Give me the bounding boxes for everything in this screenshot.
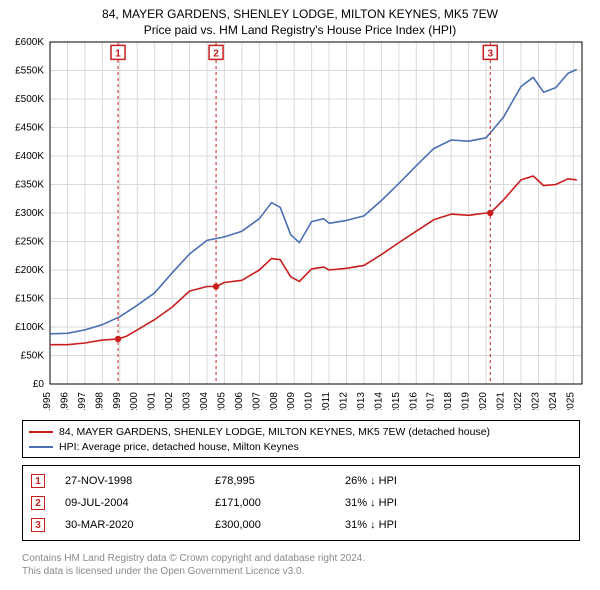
svg-text:2022: 2022 bbox=[513, 392, 524, 410]
svg-text:£200K: £200K bbox=[15, 265, 44, 276]
svg-text:2007: 2007 bbox=[251, 392, 262, 410]
svg-text:3: 3 bbox=[487, 48, 493, 59]
event-delta: 26% ↓ HPI bbox=[345, 475, 571, 487]
svg-text:£600K: £600K bbox=[15, 37, 44, 48]
svg-text:1999: 1999 bbox=[112, 392, 123, 410]
svg-text:2016: 2016 bbox=[408, 392, 419, 410]
event-row: 3 30-MAR-2020£300,00031% ↓ HPI bbox=[31, 514, 571, 536]
svg-text:2025: 2025 bbox=[565, 392, 576, 410]
events-table: 1 27-NOV-1998£78,99526% ↓ HPI 2 09-JUL-2004… bbox=[22, 465, 580, 541]
svg-text:1997: 1997 bbox=[77, 392, 88, 410]
legend-swatch bbox=[29, 446, 53, 448]
event-date: 27-NOV-1998 bbox=[65, 475, 215, 487]
svg-text:£300K: £300K bbox=[15, 208, 44, 219]
svg-text:2003: 2003 bbox=[182, 392, 193, 410]
svg-text:2001: 2001 bbox=[147, 392, 158, 410]
svg-text:£150K: £150K bbox=[15, 294, 44, 305]
svg-text:2024: 2024 bbox=[548, 392, 559, 410]
svg-text:1998: 1998 bbox=[94, 392, 105, 410]
svg-text:2014: 2014 bbox=[373, 392, 384, 410]
svg-text:2018: 2018 bbox=[443, 392, 454, 410]
event-marker: 3 bbox=[31, 518, 45, 532]
svg-text:2000: 2000 bbox=[129, 392, 140, 410]
legend-label: HPI: Average price, detached house, Milt… bbox=[59, 441, 299, 453]
svg-text:2013: 2013 bbox=[356, 392, 367, 410]
svg-text:2004: 2004 bbox=[199, 392, 210, 410]
svg-text:2023: 2023 bbox=[530, 392, 541, 410]
svg-text:2002: 2002 bbox=[164, 392, 175, 410]
svg-text:2005: 2005 bbox=[216, 392, 227, 410]
footer-attribution: Contains HM Land Registry data © Crown c… bbox=[22, 552, 365, 578]
legend-label: 84, MAYER GARDENS, SHENLEY LODGE, MILTON… bbox=[59, 426, 490, 438]
footer-line-2: This data is licensed under the Open Gov… bbox=[22, 565, 365, 578]
svg-text:2019: 2019 bbox=[461, 392, 472, 410]
legend-swatch bbox=[29, 431, 53, 433]
svg-text:2009: 2009 bbox=[286, 392, 297, 410]
event-date: 30-MAR-2020 bbox=[65, 519, 215, 531]
svg-text:£0: £0 bbox=[33, 379, 45, 390]
legend-item: 84, MAYER GARDENS, SHENLEY LODGE, MILTON… bbox=[29, 424, 573, 439]
svg-text:2021: 2021 bbox=[496, 392, 507, 410]
legend: 84, MAYER GARDENS, SHENLEY LODGE, MILTON… bbox=[22, 420, 580, 458]
svg-text:2008: 2008 bbox=[269, 392, 280, 410]
svg-text:2006: 2006 bbox=[234, 392, 245, 410]
svg-text:2020: 2020 bbox=[478, 392, 489, 410]
svg-text:£550K: £550K bbox=[15, 66, 44, 77]
event-price: £171,000 bbox=[215, 497, 345, 509]
price-chart: £0 £50K £100K £150K £200K £250K £300K £350K £400… bbox=[0, 0, 600, 410]
svg-text:2015: 2015 bbox=[391, 392, 402, 410]
event-delta: 31% ↓ HPI bbox=[345, 497, 571, 509]
svg-text:2012: 2012 bbox=[339, 392, 350, 410]
svg-text:£250K: £250K bbox=[15, 237, 44, 248]
svg-text:£500K: £500K bbox=[15, 94, 44, 105]
event-marker: 1 bbox=[31, 474, 45, 488]
svg-text:1: 1 bbox=[115, 48, 121, 59]
event-row: 2 09-JUL-2004£171,00031% ↓ HPI bbox=[31, 492, 571, 514]
event-price: £300,000 bbox=[215, 519, 345, 531]
event-date: 09-JUL-2004 bbox=[65, 497, 215, 509]
svg-text:£100K: £100K bbox=[15, 322, 44, 333]
svg-text:2011: 2011 bbox=[321, 392, 332, 410]
legend-item: HPI: Average price, detached house, Milt… bbox=[29, 439, 573, 454]
svg-text:£450K: £450K bbox=[15, 123, 44, 134]
svg-text:£350K: £350K bbox=[15, 180, 44, 191]
svg-text:2010: 2010 bbox=[304, 392, 315, 410]
event-row: 1 27-NOV-1998£78,99526% ↓ HPI bbox=[31, 470, 571, 492]
svg-text:£50K: £50K bbox=[21, 351, 45, 362]
footer-line-1: Contains HM Land Registry data © Crown c… bbox=[22, 552, 365, 565]
svg-text:£400K: £400K bbox=[15, 151, 44, 162]
svg-text:2017: 2017 bbox=[426, 392, 437, 410]
event-price: £78,995 bbox=[215, 475, 345, 487]
svg-text:1995: 1995 bbox=[42, 392, 53, 410]
event-delta: 31% ↓ HPI bbox=[345, 519, 571, 531]
svg-text:1996: 1996 bbox=[59, 392, 70, 410]
event-marker: 2 bbox=[31, 496, 45, 510]
svg-text:2: 2 bbox=[213, 48, 219, 59]
